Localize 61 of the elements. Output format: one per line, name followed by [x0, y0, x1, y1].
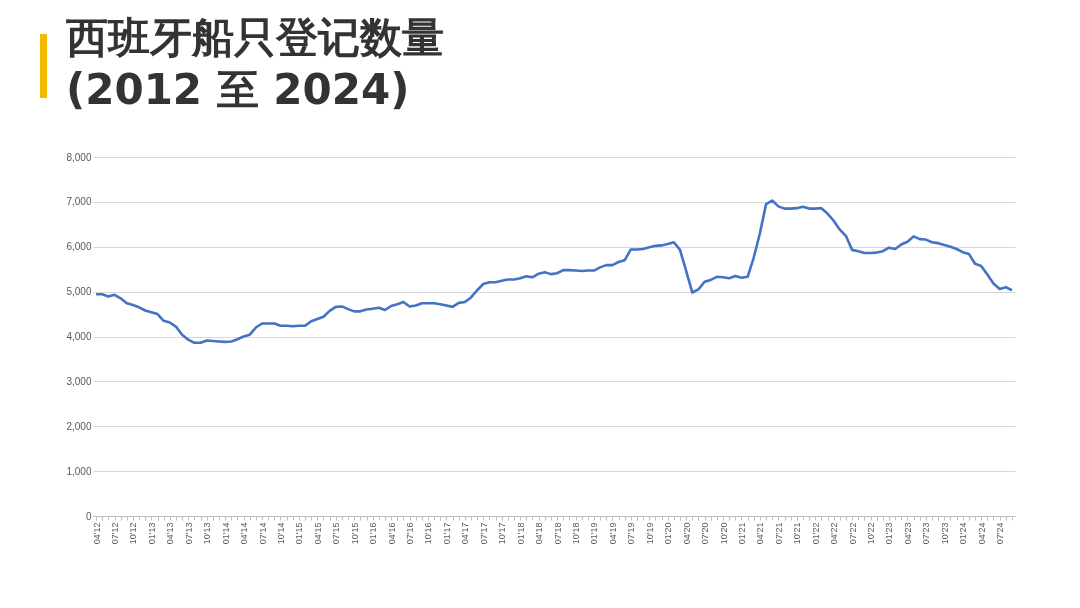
- x-tick-label: 10'22: [866, 522, 877, 545]
- x-tick-label: 07'22: [847, 522, 858, 545]
- x-tick-label: 04'14: [239, 522, 250, 545]
- x-tick-label: 01'18: [515, 522, 526, 545]
- x-tick-label: 01'17: [441, 522, 452, 545]
- y-tick-label: 6,000: [66, 241, 92, 253]
- x-tick-label: 01'24: [958, 522, 969, 545]
- x-tick-label: 04'19: [607, 522, 618, 545]
- x-tick-label: 04'20: [681, 522, 692, 545]
- x-tick-label: 04'23: [902, 522, 913, 545]
- x-tick-label: 01'20: [663, 522, 674, 545]
- x-tick-label: 04'12: [91, 522, 102, 545]
- x-tick-label: 01'19: [589, 522, 600, 545]
- x-tick-label: 10'13: [202, 522, 213, 545]
- x-tick-label: 10'15: [349, 522, 360, 545]
- x-tick-label: 07'19: [626, 522, 637, 545]
- x-tick-label: 04'21: [755, 522, 766, 545]
- x-tick-label: 07'16: [405, 522, 416, 545]
- x-tick-label: 10'19: [644, 522, 655, 545]
- x-tick-label: 04'16: [386, 522, 397, 545]
- y-tick-label: 5,000: [66, 286, 92, 298]
- x-tick-label: 04'22: [829, 522, 840, 545]
- x-tick-label: 07'15: [331, 522, 342, 545]
- y-tick-label: 4,000: [66, 331, 92, 342]
- x-tick-label: 07'13: [183, 522, 194, 545]
- x-tick-label: 04'17: [460, 522, 471, 545]
- x-tick-label: 10'18: [571, 522, 582, 545]
- x-tick-label: 01'22: [810, 522, 821, 545]
- line-series: [94, 199, 1014, 345]
- x-tick-label: 07'20: [700, 522, 711, 545]
- y-tick-label: 7,000: [66, 196, 92, 208]
- x-tick-label: 07'23: [921, 522, 932, 545]
- x-tick-label: 07'14: [257, 522, 268, 545]
- x-tick-label: 10'16: [423, 522, 434, 545]
- x-tick-label: 01'21: [736, 522, 747, 545]
- x-tick-label: 01'15: [294, 522, 305, 545]
- x-tick-label: 01'23: [884, 522, 895, 545]
- x-tick-label: 07'18: [552, 522, 563, 545]
- x-tick-label: 01'16: [368, 522, 379, 545]
- x-tick-label: 07'21: [773, 522, 784, 545]
- x-tick-label: 07'24: [995, 522, 1006, 545]
- x-tick-label: 04'15: [312, 522, 323, 545]
- x-tick-label: 07'17: [478, 522, 489, 545]
- x-tick-label: 10'14: [275, 522, 286, 545]
- y-tick-label: 1,000: [66, 465, 92, 477]
- x-tick-label: 04'18: [534, 522, 545, 545]
- chart-title: 西班牙船只登记数量 (2012 至 2024): [66, 12, 444, 116]
- x-tick-label: 04'13: [165, 522, 176, 545]
- x-tick-label: 01'13: [146, 522, 157, 545]
- x-tick-label: 10'20: [718, 522, 729, 545]
- y-tick-label: 2,000: [66, 420, 92, 432]
- y-tick-label: 8,000: [66, 151, 92, 163]
- y-tick-label: 3,000: [66, 375, 92, 387]
- x-tick-label: 07'12: [110, 522, 121, 545]
- x-tick-label: 10'12: [128, 522, 139, 545]
- x-tick-label: 04'24: [976, 522, 987, 545]
- y-tick-label: 0: [85, 510, 92, 522]
- x-tick-label: 10'17: [497, 522, 508, 545]
- x-tick-label: 10'21: [792, 522, 803, 545]
- x-tick-label: 10'23: [939, 522, 950, 545]
- x-tick-label: 01'14: [220, 522, 231, 545]
